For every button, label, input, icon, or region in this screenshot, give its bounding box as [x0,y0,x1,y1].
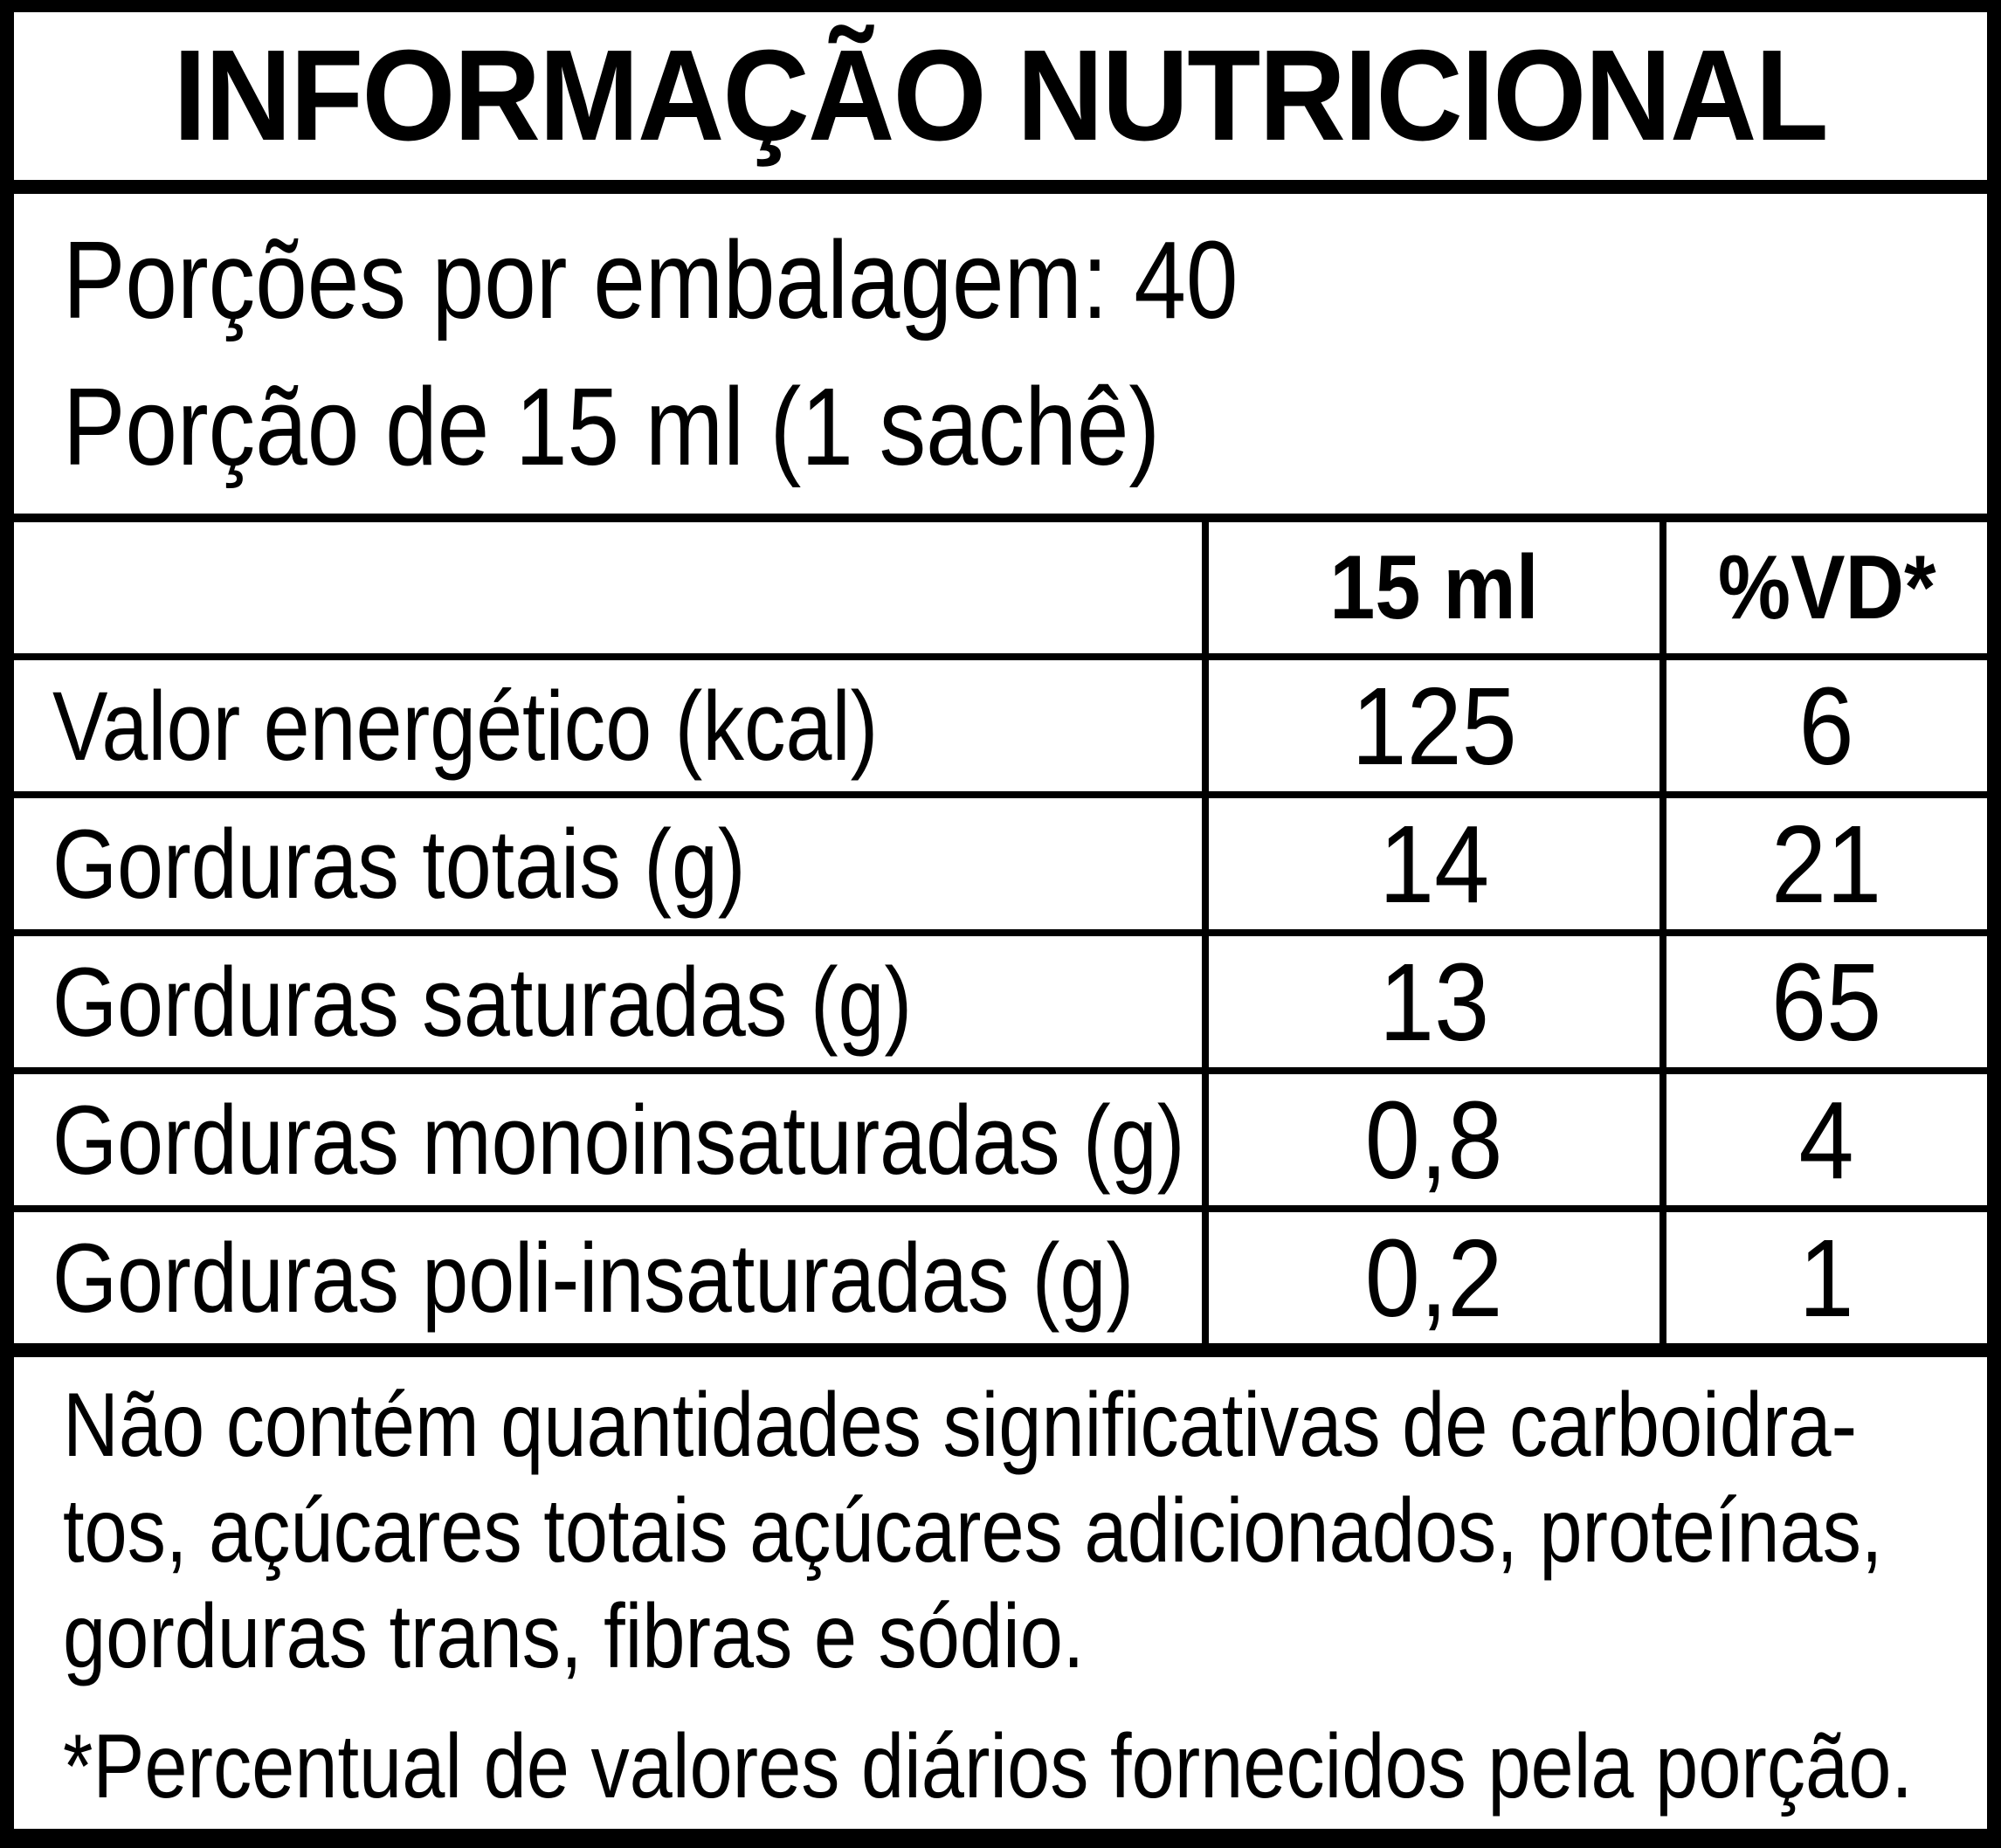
servings-per-package: Porções por embalagem: 40 [63,207,1987,354]
title-box: INFORMAÇÃO NUTRICIONAL [14,12,1987,180]
dv-cell: 65 [1666,936,1987,1067]
amount-cell: 0,2 [1209,1212,1666,1343]
dv-value: 4 [1798,1078,1855,1202]
no-significant-amounts-note-line: tos, açúcares totais açúcares adicionado… [63,1479,1940,1584]
nutrition-table: 15 ml %VD* Valor energético (kcal) 125 6… [14,522,1987,1343]
servings-per-package-text: Porções por embalagem: 40 [63,218,1239,341]
serving-info: Porções por embalagem: 40 Porção de 15 m… [14,194,1987,514]
amount-value: 14 [1378,802,1490,926]
divider-under-title [14,180,1987,194]
amount-value: 13 [1378,940,1490,1064]
nutrient-cell: Gorduras totais (g) [14,798,1209,929]
nutrient-cell: Gorduras saturadas (g) [14,936,1209,1067]
note-line-text: gorduras trans, fibras e sódio. [63,1586,1085,1687]
header-nutrient-cell [14,522,1209,653]
nutrient-label: Valor energético (kcal) [52,671,879,781]
divider-above-table [14,514,1987,522]
no-significant-amounts-note-line: gorduras trans, fibras e sódio. [63,1584,1940,1690]
amount-value: 0,8 [1365,1078,1503,1202]
amount-cell: 13 [1209,936,1666,1067]
note-line-text: tos, açúcares totais açúcares adicionado… [63,1480,1883,1582]
dv-cell: 1 [1666,1212,1987,1343]
header-dv-cell: %VD* [1666,522,1987,653]
table-row: Gorduras saturadas (g) 13 65 [14,936,1987,1074]
serving-size-text: Porção de 15 ml (1 sachê) [63,365,1161,488]
dv-cell: 21 [1666,798,1987,929]
header-dv-label: %VD* [1717,536,1936,638]
no-significant-amounts-note-line: Não contém quantidades significativas de… [63,1373,1940,1479]
dv-value: 6 [1798,664,1855,788]
footer-notes: Não contém quantidades significativas de… [14,1357,1987,1829]
daily-value-footnote-text: *Percentual de valores diários fornecido… [63,1716,1913,1817]
amount-cell: 125 [1209,660,1666,791]
header-amount-label: 15 ml [1329,536,1539,638]
table-header-row: 15 ml %VD* [14,522,1987,660]
dv-cell: 4 [1666,1074,1987,1205]
dv-cell: 6 [1666,660,1987,791]
amount-value: 0,2 [1365,1216,1503,1340]
amount-cell: 0,8 [1209,1074,1666,1205]
daily-value-footnote: *Percentual de valores diários fornecido… [63,1714,1940,1819]
dv-value: 21 [1771,802,1882,926]
nutrient-label: Gorduras totais (g) [52,809,746,919]
dv-value: 1 [1798,1216,1855,1340]
nutrient-cell: Gorduras poli-insaturadas (g) [14,1212,1209,1343]
nutrient-cell: Valor energético (kcal) [14,660,1209,791]
serving-size: Porção de 15 ml (1 sachê) [63,354,1987,500]
nutrient-label: Gorduras poli-insaturadas (g) [52,1223,1135,1333]
nutrient-cell: Gorduras monoinsaturadas (g) [14,1074,1209,1205]
table-row: Gorduras totais (g) 14 21 [14,798,1987,936]
amount-value: 125 [1351,664,1517,788]
header-amount-cell: 15 ml [1209,522,1666,653]
table-row: Gorduras monoinsaturadas (g) 0,8 4 [14,1074,1987,1212]
amount-cell: 14 [1209,798,1666,929]
divider-above-footer [14,1343,1987,1357]
table-row: Valor energético (kcal) 125 6 [14,660,1987,798]
table-row: Gorduras poli-insaturadas (g) 0,2 1 [14,1212,1987,1343]
nutrient-label: Gorduras monoinsaturadas (g) [52,1085,1185,1195]
page-title: INFORMAÇÃO NUTRICIONAL [173,24,1829,168]
dv-value: 65 [1771,940,1882,1064]
nutrient-label: Gorduras saturadas (g) [52,947,913,1057]
note-line-text: Não contém quantidades significativas de… [63,1375,1858,1476]
